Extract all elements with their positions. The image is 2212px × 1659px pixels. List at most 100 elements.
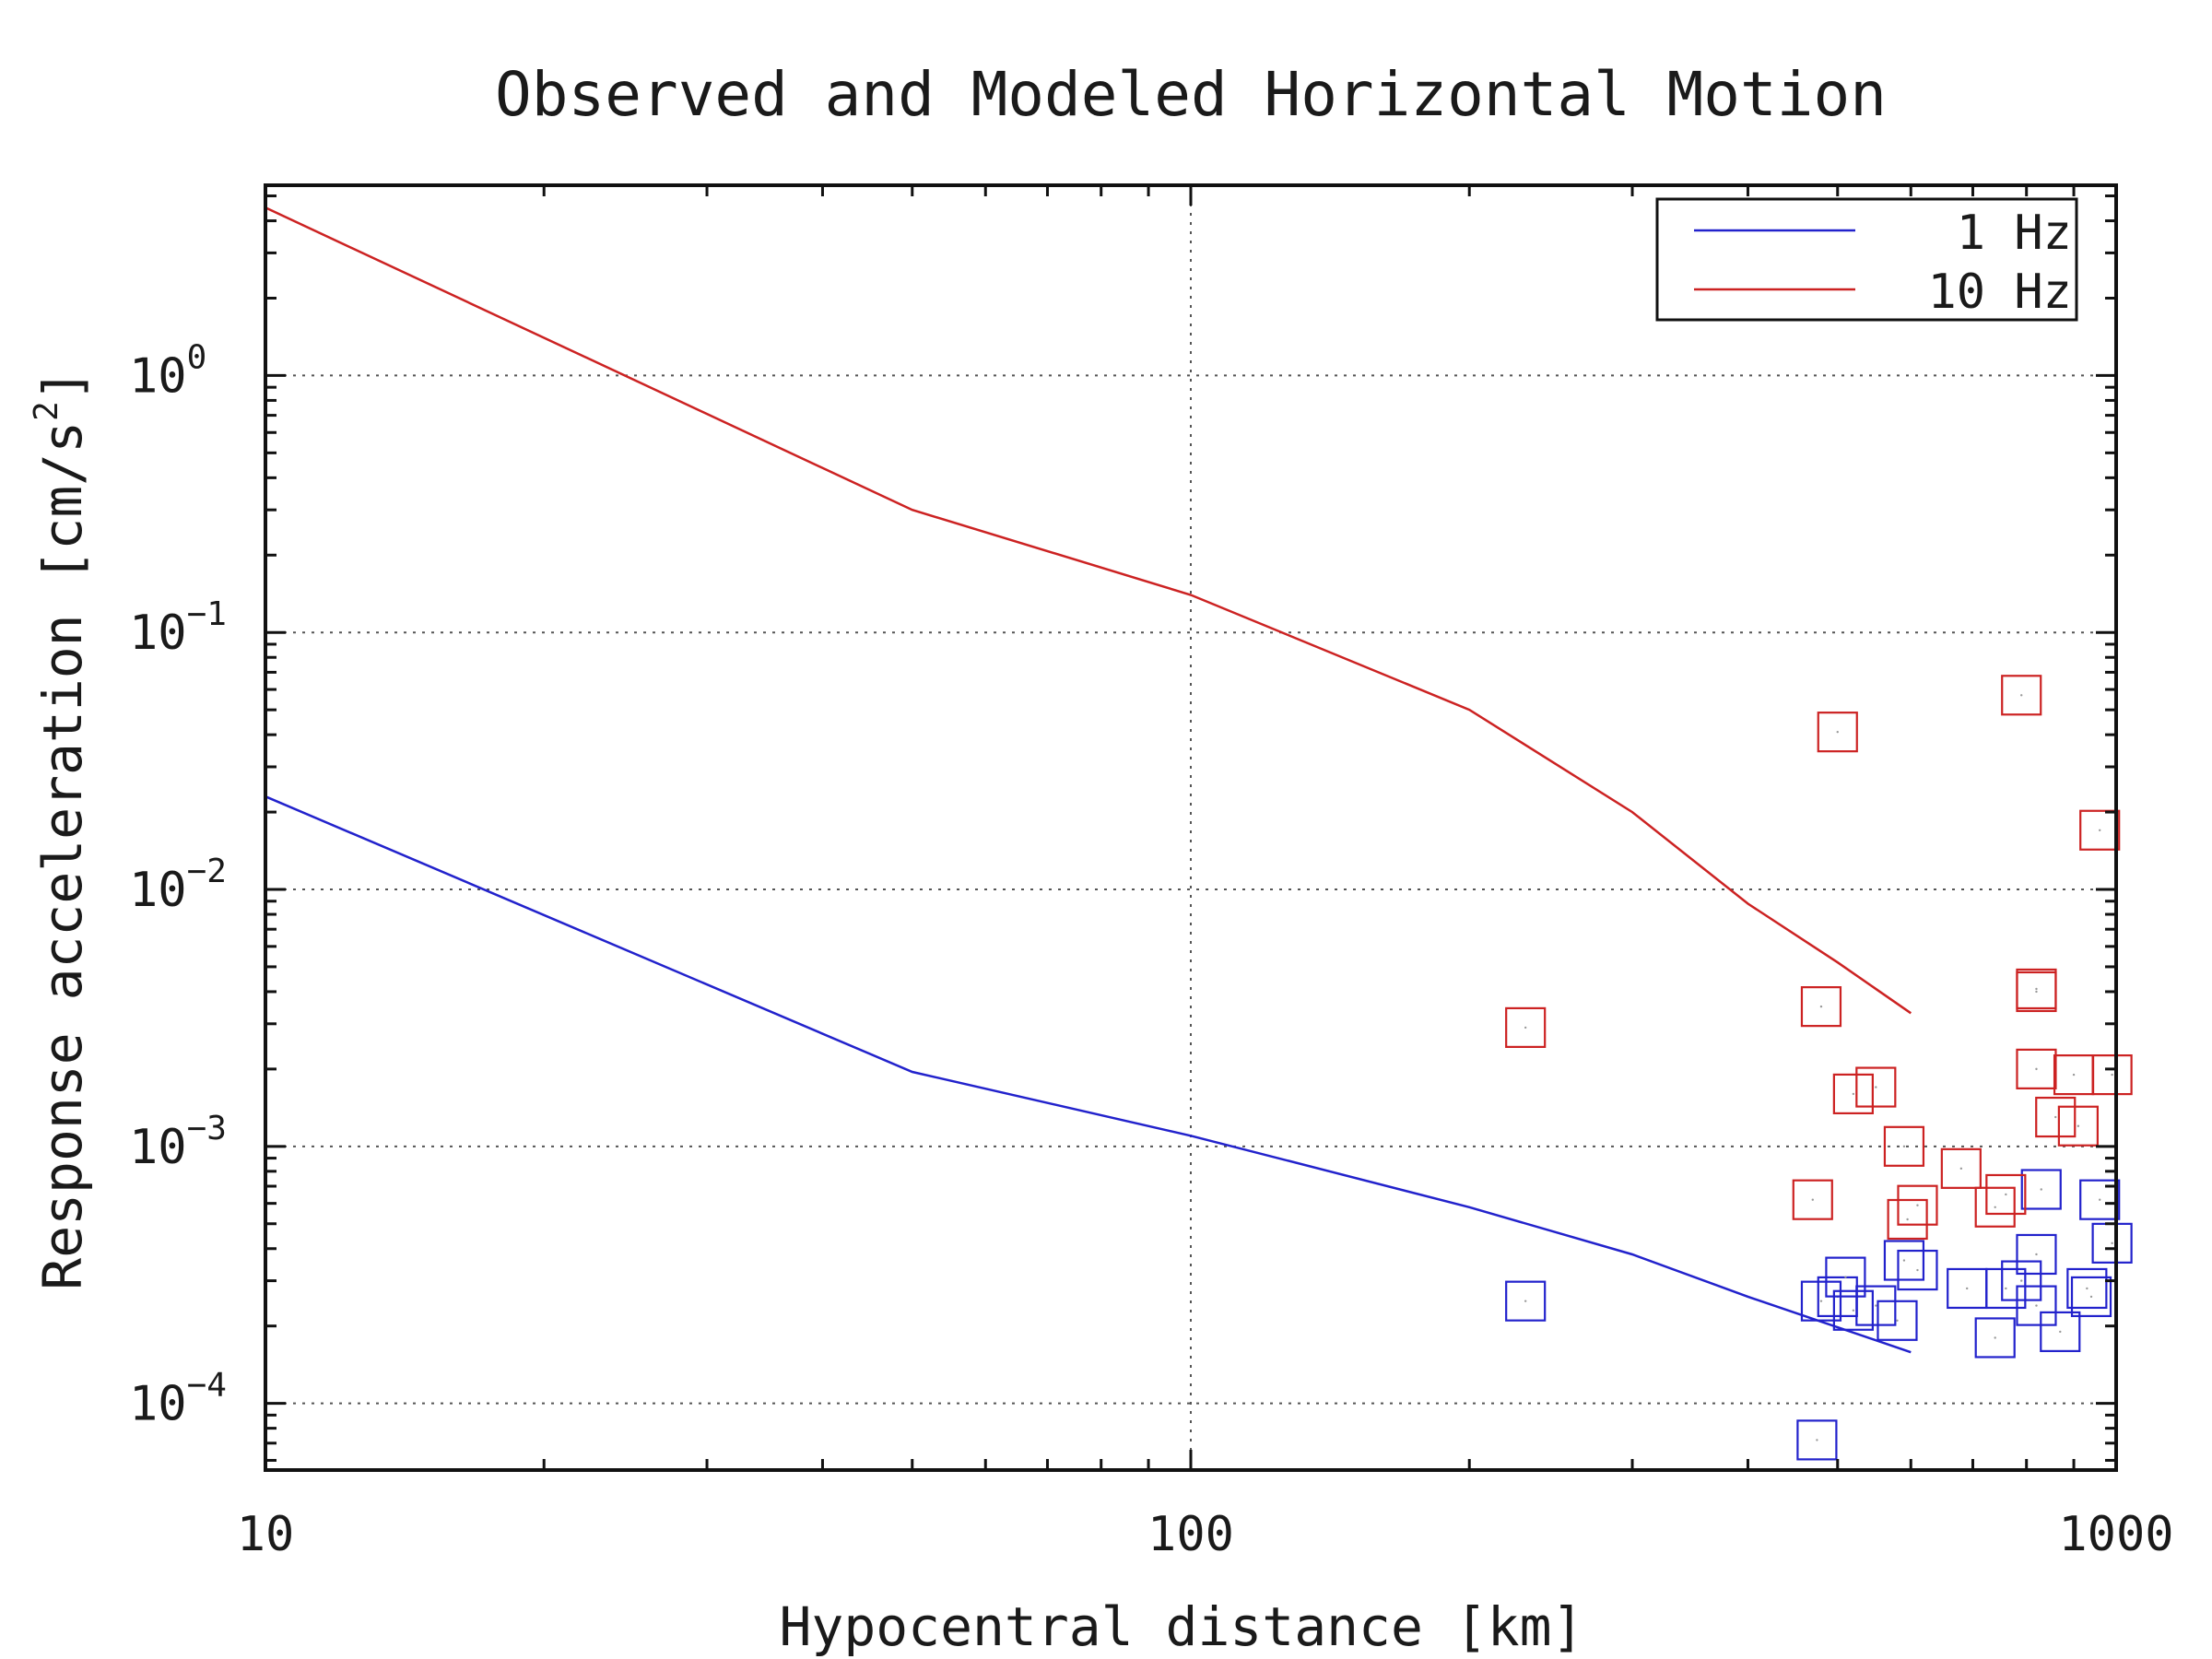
data-point-10hz	[1855, 1066, 1897, 1108]
data-point-center-1hz	[2089, 1295, 2093, 1299]
data-point-center-1hz	[2111, 1241, 2113, 1245]
data-point-center-10hz	[1902, 1145, 1906, 1148]
data-point-10hz	[1940, 1147, 1982, 1189]
data-point-center-10hz	[1906, 1218, 1909, 1221]
data-point-center-10hz	[1994, 1206, 1996, 1208]
x-axis-label: Hypocentral distance [km]	[780, 1595, 1584, 1658]
y-tick-label-exp: 0	[187, 338, 207, 376]
y-tick-label-exp: −2	[187, 853, 227, 890]
data-point-center-1hz	[2035, 1253, 2038, 1256]
y-axis-label-close: ]	[31, 369, 94, 401]
data-point-1hz	[2040, 1311, 2081, 1352]
data-point-1hz	[1877, 1300, 1918, 1341]
data-point-center-10hz	[2035, 1067, 2038, 1071]
data-point-center-10hz	[1836, 730, 1839, 734]
data-point-center-10hz	[1524, 1026, 1527, 1030]
data-point-center-1hz	[1994, 1336, 1996, 1339]
data-point-1hz	[1832, 1289, 1874, 1331]
data-point-center-10hz	[2054, 1115, 2057, 1119]
data-point-center-1hz	[2059, 1330, 2062, 1334]
data-point-center-10hz	[2005, 1193, 2007, 1196]
data-point-center-1hz	[1816, 1439, 1818, 1441]
y-tick-label-base: 10	[129, 606, 187, 661]
y-axis-label: Response acceleration [cm/s2]	[28, 369, 94, 1289]
data-point-center-1hz	[1852, 1309, 1855, 1312]
data-point-center-1hz	[2099, 1198, 2101, 1201]
data-point-10hz	[2035, 1096, 2077, 1138]
y-tick-label: 10−2	[129, 853, 227, 918]
data-point-1hz	[1985, 1267, 2027, 1310]
data-point-center-1hz	[1896, 1319, 1899, 1322]
data-point-10hz	[1505, 1006, 1547, 1048]
data-point-10hz	[2001, 675, 2042, 716]
data-point-1hz	[1974, 1317, 2016, 1359]
data-point-center-10hz	[2111, 1073, 2113, 1077]
legend-label-1hz: 1 Hz	[1957, 206, 2072, 261]
data-point-center-10hz	[2035, 990, 2038, 994]
x-tick-label: 10	[237, 1507, 295, 1562]
data-point-center-1hz	[1844, 1276, 1847, 1278]
series-layer	[265, 206, 2133, 1461]
y-tick-label: 10−3	[129, 1110, 227, 1175]
y-axis-label-main: Response acceleration [cm/s	[31, 421, 94, 1290]
data-point-1hz	[2079, 1179, 2121, 1220]
data-point-center-1hz	[1875, 1304, 1877, 1307]
data-point-10hz	[1974, 1186, 2016, 1228]
legend-box	[1655, 197, 2078, 322]
data-point-10hz	[1792, 1179, 1833, 1220]
data-point-center-10hz	[2020, 694, 2023, 697]
y-tick-label-base: 10	[129, 863, 187, 918]
data-point-10hz	[2057, 1105, 2099, 1147]
data-point-center-1hz	[2086, 1287, 2088, 1290]
data-point-center-1hz	[2020, 1279, 2023, 1282]
data-point-10hz	[1883, 1125, 1925, 1167]
data-point-10hz	[2091, 1053, 2133, 1096]
data-point-10hz	[2016, 1048, 2057, 1089]
y-tick-label: 10−1	[129, 595, 227, 661]
y-tick-label-base: 10	[129, 1120, 187, 1175]
grid-layer	[265, 185, 2116, 1470]
data-point-1hz	[1796, 1419, 1838, 1461]
data-point-center-10hz	[2077, 1124, 2080, 1127]
y-tick-label: 100	[129, 338, 206, 404]
data-point-center-1hz	[2040, 1188, 2042, 1191]
data-point-1hz	[1883, 1240, 1925, 1281]
data-point-center-10hz	[1852, 1092, 1855, 1096]
data-point-10hz	[1887, 1198, 1928, 1241]
data-point-center-1hz	[2035, 1304, 2038, 1307]
data-point-center-1hz	[1966, 1287, 1969, 1290]
data-point-center-1hz	[1819, 1300, 1823, 1302]
data-point-1hz	[2016, 1285, 2057, 1326]
y-axis-label-sup: 2	[28, 401, 65, 421]
data-point-1hz	[2020, 1169, 2062, 1210]
data-point-1hz	[1505, 1280, 1547, 1322]
y-tick-label: 10−4	[129, 1367, 227, 1432]
legend-label-10hz: 10 Hz	[1927, 265, 2072, 320]
series-line-10hz	[265, 206, 1912, 1015]
data-point-center-10hz	[1811, 1198, 1814, 1201]
data-point-center-1hz	[1902, 1259, 1906, 1262]
data-point-10hz	[1985, 1173, 2027, 1216]
data-point-1hz	[2066, 1267, 2108, 1310]
data-point-10hz	[2016, 971, 2057, 1013]
data-point-10hz	[1897, 1184, 1938, 1226]
chart-title: Observed and Modeled Horizontal Motion	[495, 59, 1887, 130]
legend: 1 Hz 10 Hz	[1655, 197, 2078, 322]
data-point-center-1hz	[2005, 1287, 2007, 1290]
data-point-1hz	[1825, 1256, 1866, 1298]
data-point-center-10hz	[2099, 829, 2101, 831]
data-point-center-10hz	[1959, 1167, 1963, 1171]
y-tick-label-base: 10	[129, 1377, 187, 1432]
data-point-1hz	[2001, 1260, 2042, 1301]
data-point-center-10hz	[2072, 1073, 2076, 1077]
x-tick-label: 100	[1147, 1507, 1234, 1562]
data-point-1hz	[1897, 1249, 1938, 1291]
data-point-10hz	[1832, 1073, 1874, 1115]
data-point-center-10hz	[1916, 1204, 1919, 1206]
data-point-center-10hz	[1819, 1005, 1823, 1008]
data-point-10hz	[1817, 712, 1858, 753]
data-point-1hz	[2016, 1233, 2057, 1276]
x-tick-label: 1000	[2058, 1507, 2173, 1562]
